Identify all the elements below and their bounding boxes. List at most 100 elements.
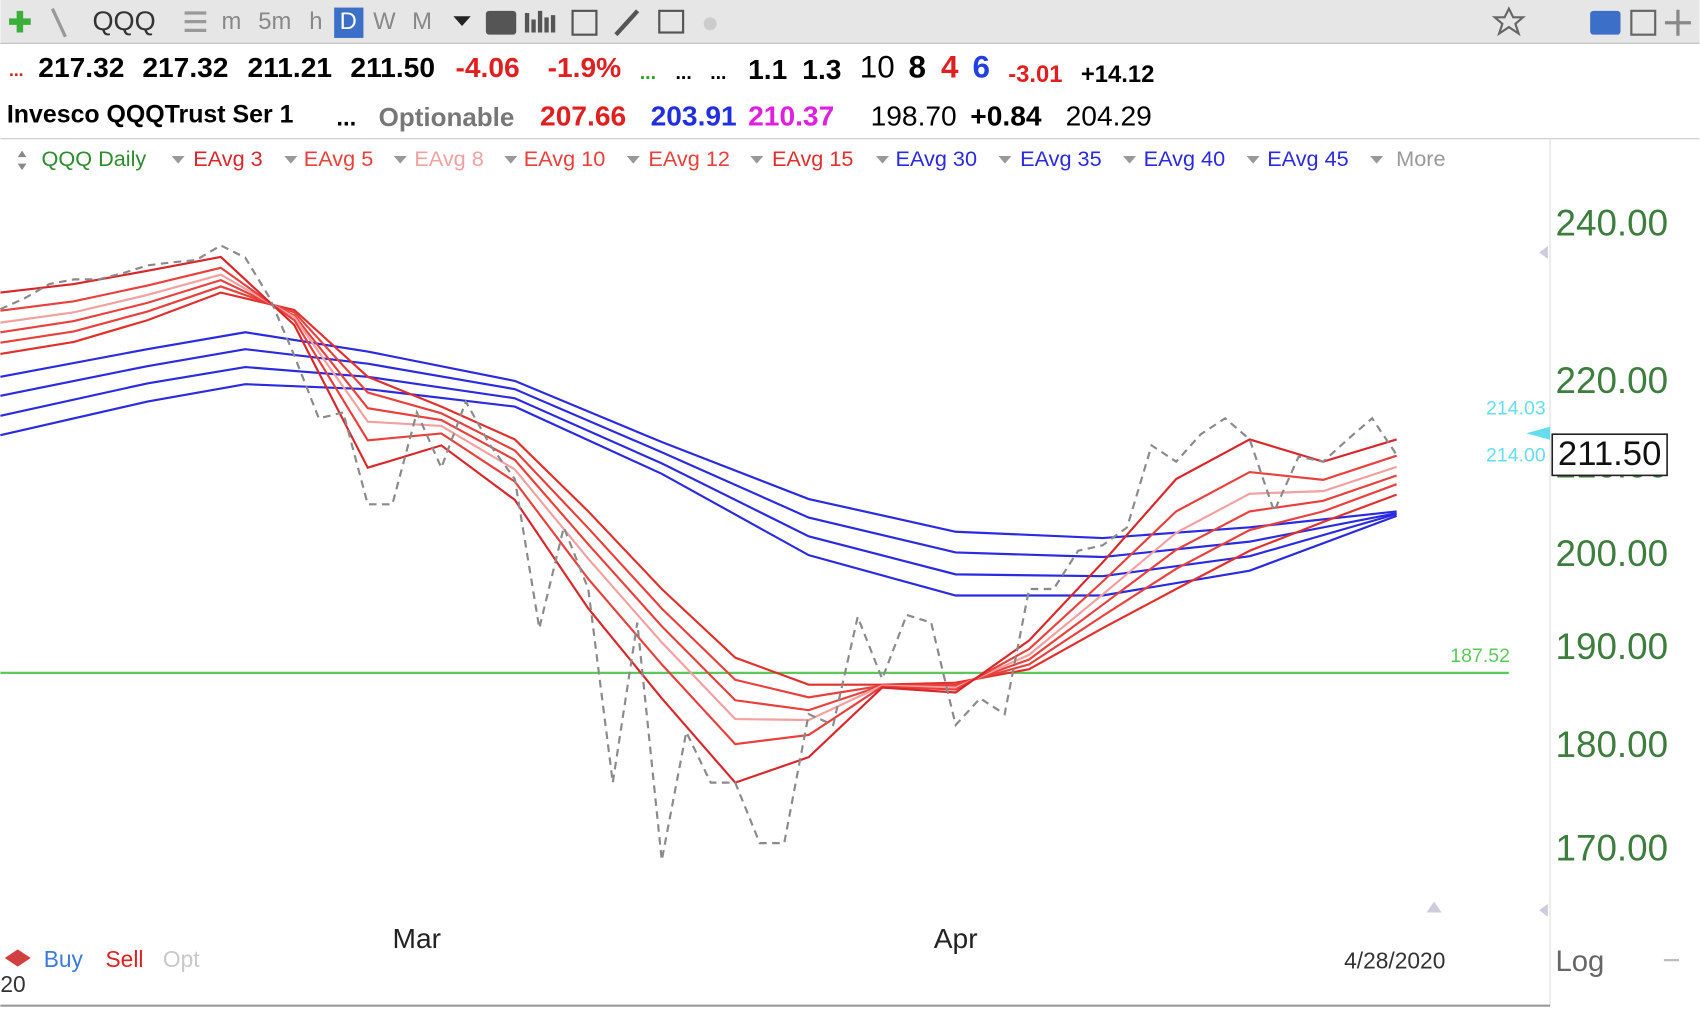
legend-dropdown <box>171 156 185 164</box>
bars-icon[interactable] <box>524 10 556 33</box>
legend-entry[interactable]: EAvg 8 <box>414 146 483 171</box>
legend-entry[interactable]: EAvg 15 <box>772 146 853 171</box>
price-marker-label: 214.03 <box>1486 398 1546 420</box>
last-price-label: 211.50 <box>1558 435 1661 473</box>
price-marker-label: 214.00 <box>1486 444 1546 466</box>
y-tick-label: 190.00 <box>1555 626 1668 667</box>
legend-entry[interactable]: EAvg 5 <box>304 146 373 171</box>
sell-button[interactable]: Sell <box>106 946 144 972</box>
ema-line <box>0 273 1397 722</box>
y-tick-label: 180.00 <box>1555 724 1668 765</box>
y-tick-label: 240.00 <box>1555 202 1668 243</box>
move-icon[interactable] <box>1664 9 1691 36</box>
quote-item: -3.01 <box>1008 61 1062 88</box>
legend-more[interactable]: More <box>1396 146 1445 171</box>
legend-icon <box>17 150 27 171</box>
quote-item: ... <box>9 60 23 80</box>
quote-close: 211.50 <box>350 51 435 83</box>
s-icon[interactable] <box>1590 10 1621 35</box>
quote-change: -4.06 <box>456 51 520 83</box>
info-item: 204.29 <box>1066 100 1152 132</box>
quote-item: 1.3 <box>802 53 841 85</box>
dropdown[interactable] <box>453 16 471 27</box>
legend-dropdown <box>1246 156 1260 164</box>
ema-line <box>0 383 1397 597</box>
interval[interactable]: m <box>221 8 241 35</box>
legend-dropdown <box>504 156 518 164</box>
quote-item: ... <box>710 62 726 84</box>
legend-dropdown <box>998 156 1012 164</box>
ema-line <box>0 365 1397 578</box>
x-tick-label: Mar <box>393 922 442 954</box>
info-item: Optionable <box>379 102 515 132</box>
legend-entry[interactable]: QQQ Daily <box>42 146 147 171</box>
quote-item: +14.12 <box>1081 61 1155 88</box>
interval[interactable]: M <box>412 8 432 35</box>
info-item: 203.91 <box>651 100 737 132</box>
legend-dropdown <box>1123 156 1137 164</box>
price-marker-arrow <box>1526 426 1551 440</box>
save-icon[interactable] <box>1630 9 1657 36</box>
quote-low: 211.21 <box>247 51 332 83</box>
ema-line <box>0 348 1397 559</box>
quote-open: 217.32 <box>38 51 124 83</box>
opt-button[interactable]: Opt <box>163 946 200 972</box>
y-tick-label: 200.00 <box>1555 533 1668 574</box>
scroll-arrow[interactable] <box>1426 245 1548 917</box>
info-item: 207.66 <box>540 100 626 132</box>
quote-item: ... <box>676 62 692 84</box>
legend-entry[interactable]: EAvg 10 <box>524 146 605 171</box>
interval[interactable]: 5m <box>258 8 291 35</box>
ema-line <box>0 285 1397 699</box>
interval[interactable]: W <box>373 8 396 35</box>
draw-icon[interactable] <box>614 9 640 37</box>
legend-dropdown <box>750 156 764 164</box>
quote-item: 4 <box>941 50 959 85</box>
legend-entry[interactable]: EAvg 35 <box>1020 146 1101 171</box>
quote-item: 1.1 <box>748 53 787 85</box>
share-icon[interactable] <box>703 17 717 31</box>
legend-entry[interactable]: EAvg 12 <box>648 146 729 171</box>
ema-line <box>0 266 1397 746</box>
ema-line <box>0 255 1397 784</box>
x-tick-label: Apr <box>934 922 978 954</box>
date-label: 4/28/2020 <box>1344 947 1445 973</box>
tool-icon[interactable] <box>485 10 517 35</box>
price-line <box>0 244 1398 861</box>
y-tick-label: 170.00 <box>1555 827 1668 868</box>
quote-item: 10 <box>860 50 895 85</box>
log-toggle[interactable]: Log <box>1555 946 1604 978</box>
info-item: 210.37 <box>748 100 834 132</box>
trade-icon[interactable] <box>4 949 31 967</box>
interval[interactable]: D <box>340 8 357 35</box>
legend-entry[interactable]: EAvg 40 <box>1144 146 1225 171</box>
legend-dropdown <box>393 156 407 164</box>
clipped-label: 20 <box>0 971 25 997</box>
toolbar <box>0 0 1700 44</box>
quote-change-pct: -1.9% <box>548 51 622 83</box>
legend-entry[interactable]: EAvg 3 <box>193 146 262 171</box>
interval-selected[interactable] <box>334 7 364 38</box>
interval[interactable]: h <box>309 8 322 35</box>
buy-button[interactable]: Buy <box>44 946 84 972</box>
star-icon[interactable] <box>1491 6 1526 37</box>
add-icon[interactable] <box>9 10 31 33</box>
info-item: 198.70 <box>871 100 957 132</box>
info-item: ... <box>336 105 356 132</box>
grid-icon[interactable] <box>571 9 598 36</box>
symbol[interactable]: QQQ <box>93 5 156 36</box>
quote-item: ... <box>640 62 656 84</box>
legend-dropdown <box>284 156 298 164</box>
ema-line <box>0 331 1397 540</box>
quote-high: 217.32 <box>142 51 228 83</box>
ema-line <box>0 291 1397 686</box>
legend-entry[interactable]: EAvg 30 <box>896 146 977 171</box>
legend-dropdown <box>876 156 890 164</box>
legend-dropdown <box>1370 156 1384 164</box>
note-icon[interactable] <box>658 9 685 34</box>
ema-line <box>0 278 1397 712</box>
link-icon[interactable] <box>50 7 67 38</box>
menu-icon[interactable] <box>184 11 207 32</box>
legend-entry[interactable]: EAvg 45 <box>1267 146 1348 171</box>
